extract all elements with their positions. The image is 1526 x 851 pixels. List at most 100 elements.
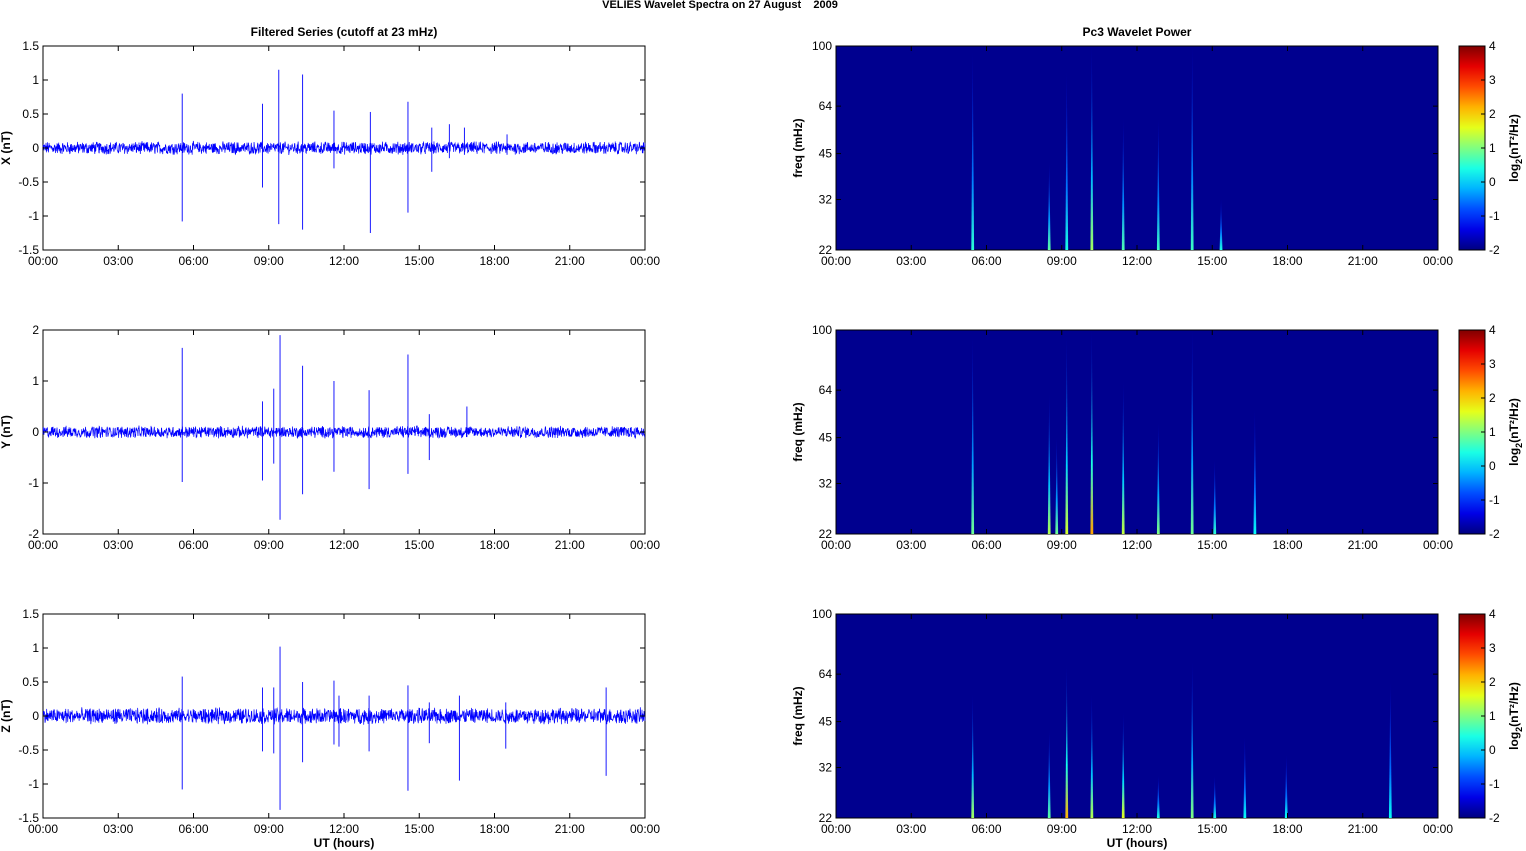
x-tick-label: 06:00 — [178, 538, 208, 552]
x-tick-label: 15:00 — [404, 254, 434, 268]
power-streak — [1243, 737, 1247, 818]
y-tick-label: 32 — [819, 761, 833, 775]
x-tick-label: 15:00 — [1197, 538, 1227, 552]
figure-title: VELIES Wavelet Spectra on 27 August 2009 — [602, 0, 838, 11]
series-line — [42, 706, 646, 725]
y-tick-label: -1.5 — [18, 243, 39, 257]
power-streak — [1121, 712, 1125, 818]
x-tick-label: 12:00 — [1122, 538, 1152, 552]
y-tick-label: 22 — [819, 811, 833, 825]
x-tick-label: 18:00 — [479, 254, 509, 268]
power-streak — [1156, 119, 1160, 250]
x-tick-label: 15:00 — [404, 822, 434, 836]
power-streak — [1156, 776, 1160, 818]
y-tick-label: 1 — [32, 374, 39, 388]
timeseries-panel-3: -1.5 -1 -0.5 0 0.5 1 1.5 00:00 03:00 06:00 09:00 12… — [0, 607, 660, 836]
x-tick-label: 18:00 — [1272, 822, 1302, 836]
colorbar-tick-label: -1 — [1489, 493, 1500, 507]
y-tick-label: 1 — [32, 73, 39, 87]
right-column-title: Pc3 Wavelet Power — [1083, 25, 1192, 39]
x-tick-label: 03:00 — [896, 822, 926, 836]
y-tick-label: 100 — [812, 323, 832, 337]
x-tick-label: 18:00 — [1272, 254, 1302, 268]
colorbar-label: log2(nT²/Hz) — [1507, 682, 1524, 750]
y-tick-label: -2 — [28, 527, 39, 541]
x-tick-label: 12:00 — [1122, 254, 1152, 268]
x-tick-label: 00:00 — [821, 254, 851, 268]
left-column-title: Filtered Series (cutoff at 23 mHz) — [251, 25, 438, 39]
colorbar-tick-label: 4 — [1489, 607, 1496, 621]
colorbar-tick-label: 3 — [1489, 641, 1496, 655]
x-tick-label: 06:00 — [971, 822, 1001, 836]
colorbar-tick-label: -2 — [1489, 811, 1500, 825]
power-streak — [1213, 460, 1217, 534]
power-streak — [1284, 755, 1288, 818]
x-tick-label: 00:00 — [28, 254, 58, 268]
x-tick-label: 09:00 — [254, 822, 284, 836]
colorbar-tick-label: -1 — [1489, 777, 1500, 791]
colorbar — [1458, 45, 1486, 251]
y-tick-label: 45 — [819, 147, 833, 161]
colorbar-tick-label: 2 — [1489, 675, 1496, 689]
y-tick-label: -0.5 — [18, 743, 39, 757]
y-tick-label: 100 — [812, 607, 832, 621]
y-tick-label: 1.5 — [22, 607, 39, 621]
x-tick-label: 21:00 — [555, 538, 585, 552]
x-tick-label: 00:00 — [821, 822, 851, 836]
x-tick-label: 03:00 — [896, 538, 926, 552]
power-streak — [1213, 776, 1217, 818]
colorbar-tick-label: 2 — [1489, 391, 1496, 405]
y-tick-label: -1.5 — [18, 811, 39, 825]
y-tick-label: 0 — [32, 425, 39, 439]
x-tick-label: 15:00 — [404, 538, 434, 552]
series-line — [42, 425, 646, 439]
series-line — [42, 140, 646, 156]
y-tick-label: 32 — [819, 193, 833, 207]
y-tick-label: -0.5 — [18, 175, 39, 189]
power-streak — [971, 694, 975, 818]
colorbar-tick-label: 2 — [1489, 107, 1496, 121]
colorbar-tick-label: 1 — [1489, 425, 1496, 439]
x-axis-label-right: UT (hours) — [1107, 836, 1168, 850]
y-axis-label: freq (mHz) — [791, 686, 805, 745]
power-streak — [1190, 330, 1194, 534]
x-tick-label: 03:00 — [896, 254, 926, 268]
y-tick-label: 45 — [819, 715, 833, 729]
x-tick-label: 09:00 — [254, 538, 284, 552]
colorbar-tick-label: 4 — [1489, 323, 1496, 337]
power-streak — [1065, 72, 1069, 250]
y-tick-label: 1.5 — [22, 39, 39, 53]
x-tick-label: 00:00 — [630, 254, 660, 268]
x-tick-label: 00:00 — [630, 822, 660, 836]
colorbar-tick-label: 1 — [1489, 141, 1496, 155]
power-streak — [1156, 423, 1160, 534]
y-axis-label: X (nT) — [0, 131, 13, 165]
x-tick-label: 09:00 — [1047, 254, 1077, 268]
x-tick-label: 18:00 — [479, 538, 509, 552]
y-tick-label: 22 — [819, 243, 833, 257]
power-streak — [1388, 682, 1392, 818]
x-tick-label: 00:00 — [630, 538, 660, 552]
timeseries-panel-2: -2 -1 0 1 2 00:00 03:00 06:00 09:00 12:00 15:00 18:… — [0, 323, 660, 552]
y-tick-label: 1 — [32, 641, 39, 655]
x-tick-label: 00:00 — [1423, 822, 1453, 836]
colorbar-tick-label: 3 — [1489, 357, 1496, 371]
x-tick-label: 00:00 — [1423, 538, 1453, 552]
x-tick-label: 06:00 — [178, 254, 208, 268]
x-tick-label: 21:00 — [555, 254, 585, 268]
colorbar-tick-label: 3 — [1489, 73, 1496, 87]
y-tick-label: 0.5 — [22, 675, 39, 689]
colorbar — [1458, 329, 1486, 535]
y-tick-label: -1 — [28, 777, 39, 791]
x-tick-label: 15:00 — [1197, 254, 1227, 268]
x-tick-label: 15:00 — [1197, 822, 1227, 836]
y-tick-label: -1 — [28, 209, 39, 223]
plot-area — [835, 613, 1439, 819]
power-streak — [1090, 694, 1094, 818]
y-tick-label: 64 — [819, 383, 833, 397]
power-streak — [1090, 46, 1094, 250]
x-tick-label: 12:00 — [329, 538, 359, 552]
x-tick-label: 03:00 — [103, 538, 133, 552]
